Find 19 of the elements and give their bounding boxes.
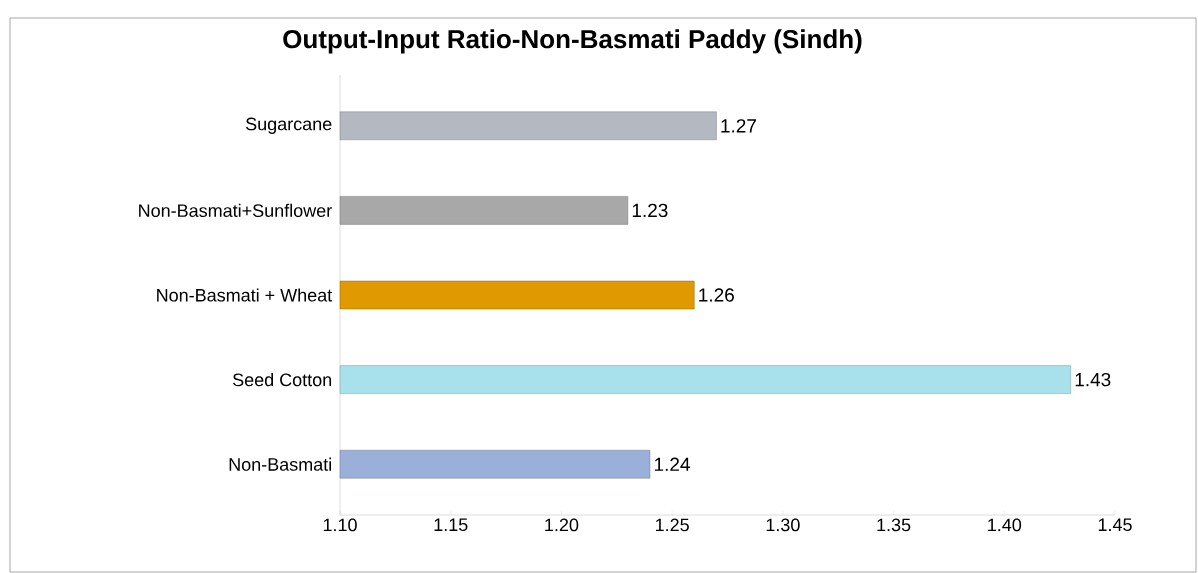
x-tick-label: 1.10	[323, 518, 357, 532]
x-tick-label: 1.20	[545, 518, 579, 532]
chart-title: Output-Input Ratio-Non-Basmati Paddy (Sindh)	[283, 29, 862, 54]
data-label: 1.26	[699, 288, 734, 302]
data-label: 1.27	[721, 119, 756, 133]
data-label: 1.23	[632, 203, 668, 218]
y-tick-label: Non-Basmati+Sunflower	[139, 203, 332, 217]
x-tick-label: 1.40	[988, 518, 1022, 532]
x-tick-label: 1.30	[766, 518, 800, 532]
y-tick-label: Seed Cotton	[232, 373, 332, 387]
y-tick-label: Non-Basmati + Wheat	[157, 288, 333, 302]
data-label: 1.43	[1075, 372, 1111, 387]
x-tick-label: 1.25	[656, 518, 689, 532]
y-tick-label: Sugarcane	[245, 117, 332, 134]
x-tick-label: 1.15	[434, 518, 468, 532]
x-tick-label: 1.45	[1098, 518, 1132, 532]
x-tick-label: 1.35	[877, 518, 911, 532]
data-label: 1.24	[654, 457, 690, 471]
y-tick-label: Non-Basmati	[229, 457, 331, 471]
